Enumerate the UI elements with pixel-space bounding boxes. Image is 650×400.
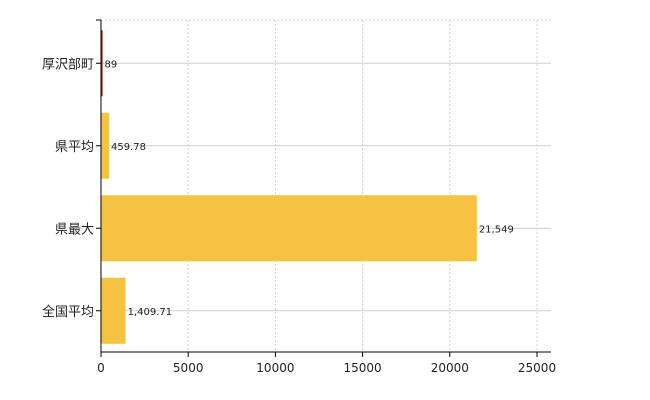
gridlines <box>101 19 551 352</box>
data-label: 1,409.71 <box>128 307 173 318</box>
axes <box>96 19 551 353</box>
x-tick-label: 25000 <box>518 361 556 375</box>
bar <box>101 112 110 179</box>
y-tick-label: 全国平均 <box>42 304 94 320</box>
bar <box>101 195 477 262</box>
bar <box>101 30 103 97</box>
x-tick-label: 5000 <box>173 361 204 375</box>
y-tick-label: 厚沢部町 <box>42 57 94 72</box>
data-label: 89 <box>105 59 118 70</box>
data-label: 459.78 <box>111 142 146 153</box>
y-tick-label: 県最大 <box>55 222 94 237</box>
x-tick-label: 15000 <box>344 361 382 375</box>
y-tick-label: 県平均 <box>55 140 94 155</box>
bar <box>101 277 126 344</box>
x-tick-label: 10000 <box>256 361 294 375</box>
x-axis-ticks: 0 5000 10000 15000 20000 25000 <box>97 352 556 375</box>
x-tick-label: 0 <box>97 361 105 375</box>
x-tick-label: 20000 <box>431 361 469 375</box>
data-label: 21,549 <box>479 224 514 235</box>
bars-group <box>101 30 477 344</box>
data-labels: 89 459.78 21,549 1,409.71 <box>105 59 514 318</box>
